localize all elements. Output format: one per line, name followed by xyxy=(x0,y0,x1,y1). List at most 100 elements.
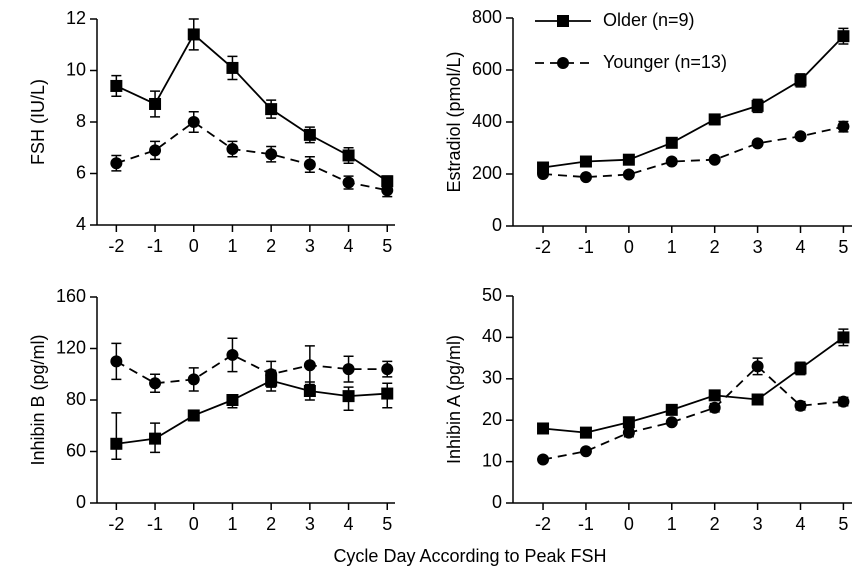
y-tick-label: 0 xyxy=(492,492,502,512)
marker xyxy=(265,148,278,161)
marker xyxy=(837,395,850,408)
marker xyxy=(187,373,200,386)
marker xyxy=(579,445,592,458)
line xyxy=(116,379,388,445)
x-tick-label: 0 xyxy=(189,236,199,256)
x-tick-label: -2 xyxy=(535,514,551,534)
y-tick-label: 50 xyxy=(482,285,502,305)
marker xyxy=(557,15,569,27)
x-tick-label: 2 xyxy=(710,514,720,534)
marker xyxy=(342,363,355,376)
y-tick-label: 10 xyxy=(482,450,502,470)
x-tick-label: 5 xyxy=(382,236,392,256)
x-tick-label: 4 xyxy=(795,237,805,257)
marker xyxy=(149,377,162,390)
y-tick-label: 6 xyxy=(76,162,86,182)
x-tick-label: 4 xyxy=(795,514,805,534)
marker xyxy=(622,168,635,181)
x-tick-label: 1 xyxy=(667,514,677,534)
y-axis-label: Inhibin B (pg/ml) xyxy=(28,334,48,465)
marker xyxy=(303,128,316,141)
marker xyxy=(579,171,592,184)
x-tick-label: 5 xyxy=(838,237,848,257)
marker xyxy=(665,403,678,416)
marker xyxy=(381,363,394,376)
x-tick-label: 1 xyxy=(227,514,237,534)
marker xyxy=(265,103,278,116)
series xyxy=(110,110,394,198)
marker xyxy=(537,422,550,435)
marker xyxy=(794,362,807,375)
legend-label: Older (n=9) xyxy=(603,10,695,30)
line xyxy=(542,365,844,461)
marker xyxy=(149,144,162,157)
x-tick-label: -1 xyxy=(578,514,594,534)
marker xyxy=(342,176,355,189)
y-tick-label: 600 xyxy=(472,59,502,79)
marker xyxy=(149,97,162,110)
marker xyxy=(751,137,764,150)
marker xyxy=(708,401,721,414)
y-tick-label: 30 xyxy=(482,368,502,388)
x-tick-label: 1 xyxy=(667,237,677,257)
y-tick-label: 4 xyxy=(76,214,86,234)
legend-label: Younger (n=13) xyxy=(603,52,727,72)
marker xyxy=(110,437,123,450)
marker xyxy=(110,157,123,170)
marker xyxy=(622,416,635,429)
marker xyxy=(708,389,721,402)
x-tick-label: 2 xyxy=(266,514,276,534)
marker xyxy=(579,155,592,168)
marker xyxy=(303,359,316,372)
y-tick-label: 120 xyxy=(56,337,86,357)
series xyxy=(537,357,850,466)
x-tick-label: 5 xyxy=(382,514,392,534)
marker xyxy=(110,79,123,92)
x-tick-label: -2 xyxy=(108,236,124,256)
marker xyxy=(187,409,200,422)
marker xyxy=(226,61,239,74)
marker xyxy=(537,453,550,466)
y-tick-label: 60 xyxy=(66,440,86,460)
series xyxy=(110,18,394,188)
marker xyxy=(665,155,678,168)
x-tick-label: 4 xyxy=(344,514,354,534)
x-tick-label: -1 xyxy=(147,236,163,256)
line xyxy=(542,125,844,179)
marker xyxy=(622,153,635,166)
marker xyxy=(794,130,807,143)
y-tick-label: 200 xyxy=(472,163,502,183)
marker xyxy=(537,168,550,180)
marker xyxy=(303,384,316,397)
y-tick-label: 20 xyxy=(482,409,502,429)
x-axis-label: Cycle Day According to Peak FSH xyxy=(333,546,606,566)
x-tick-label: -1 xyxy=(147,514,163,534)
x-tick-label: 3 xyxy=(753,237,763,257)
line xyxy=(115,353,388,385)
y-tick-label: 0 xyxy=(492,215,502,235)
marker xyxy=(226,348,239,361)
y-tick-label: 10 xyxy=(66,59,86,79)
marker xyxy=(557,57,569,69)
line xyxy=(116,120,388,192)
y-tick-label: 400 xyxy=(472,111,502,131)
series xyxy=(110,337,394,394)
marker xyxy=(665,136,678,149)
marker xyxy=(226,394,239,406)
error-bar xyxy=(111,412,122,460)
y-axis-label: Estradiol (pmol/L) xyxy=(444,51,464,192)
x-tick-label: 2 xyxy=(266,236,276,256)
y-tick-label: 800 xyxy=(472,7,502,27)
marker xyxy=(708,153,721,166)
marker xyxy=(794,399,807,412)
marker xyxy=(837,120,850,133)
marker xyxy=(265,368,278,381)
marker xyxy=(751,360,764,373)
x-tick-label: 0 xyxy=(189,514,199,534)
marker xyxy=(751,99,764,112)
y-tick-label: 0 xyxy=(76,492,86,512)
marker xyxy=(187,116,200,128)
marker xyxy=(579,426,592,439)
marker xyxy=(665,416,678,429)
y-axis-label: Inhibin A (pg/ml) xyxy=(444,335,464,464)
